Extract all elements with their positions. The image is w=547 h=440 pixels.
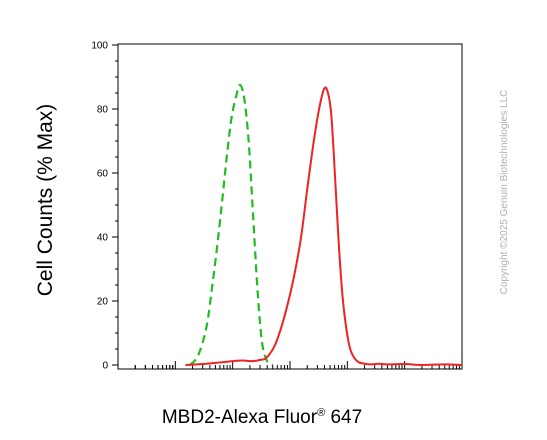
copyright-watermark: Copyright ©2025 Genuin Biotechnologies L…	[499, 90, 510, 295]
y-axis-ticks: 0 20 40 60 80 100	[91, 41, 118, 372]
y-tick-label: 20	[97, 297, 109, 308]
y-tick-label: 100	[91, 41, 108, 52]
y-tick-label: 0	[102, 361, 108, 372]
control-histogram-line	[189, 83, 274, 367]
x-axis-label-main: MBD2-Alexa Fluor	[162, 407, 318, 428]
sample-histogram-line	[185, 86, 463, 367]
series-layer	[185, 83, 463, 367]
x-axis-label: MBD2-Alexa Fluor® 647	[162, 407, 362, 428]
y-tick-label: 60	[97, 169, 109, 180]
x-axis-label-sup: ®	[317, 407, 325, 419]
y-axis-label: Cell Counts (% Max)	[34, 104, 57, 297]
x-axis-label-tail: 647	[325, 407, 362, 428]
y-tick-label: 40	[97, 233, 109, 244]
plot-frame	[117, 43, 463, 370]
x-axis-ticks	[117, 361, 463, 369]
y-tick-label: 80	[97, 105, 109, 116]
